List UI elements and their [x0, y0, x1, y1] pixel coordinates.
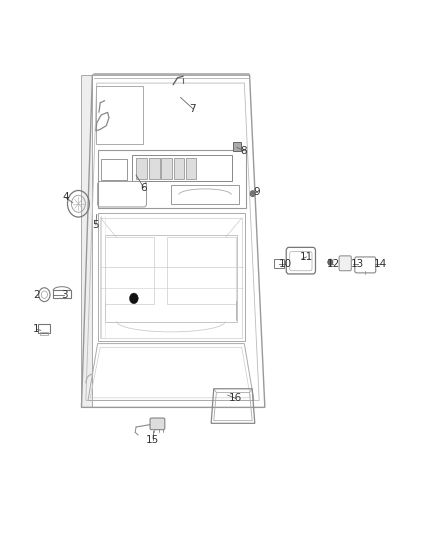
Text: 10: 10 — [279, 259, 292, 269]
Text: 7: 7 — [190, 103, 196, 114]
Text: 8: 8 — [240, 146, 247, 156]
Text: 3: 3 — [61, 289, 67, 300]
Bar — [274, 259, 284, 268]
Circle shape — [250, 190, 255, 197]
Bar — [233, 142, 241, 151]
Bar — [186, 158, 196, 179]
FancyBboxPatch shape — [339, 256, 351, 271]
Bar — [161, 158, 172, 179]
Polygon shape — [81, 75, 92, 407]
Bar — [101, 159, 127, 180]
Text: 9: 9 — [253, 187, 260, 197]
Bar — [53, 290, 71, 298]
Text: 5: 5 — [92, 220, 99, 230]
Text: 2: 2 — [33, 289, 40, 300]
Bar — [136, 158, 147, 179]
Text: 12: 12 — [327, 259, 340, 269]
Bar — [173, 158, 184, 179]
Text: 14: 14 — [374, 259, 387, 269]
Bar — [171, 184, 239, 204]
Circle shape — [130, 293, 138, 304]
FancyBboxPatch shape — [150, 418, 165, 430]
Circle shape — [328, 259, 333, 265]
Bar — [149, 158, 159, 179]
Text: 4: 4 — [62, 192, 69, 203]
Text: 1: 1 — [33, 324, 40, 334]
Text: 16: 16 — [229, 393, 242, 403]
Text: 15: 15 — [146, 435, 159, 446]
Text: 6: 6 — [141, 183, 147, 193]
Text: 13: 13 — [351, 259, 364, 269]
Bar — [38, 325, 50, 333]
Text: 11: 11 — [300, 252, 313, 262]
Bar — [40, 333, 48, 335]
